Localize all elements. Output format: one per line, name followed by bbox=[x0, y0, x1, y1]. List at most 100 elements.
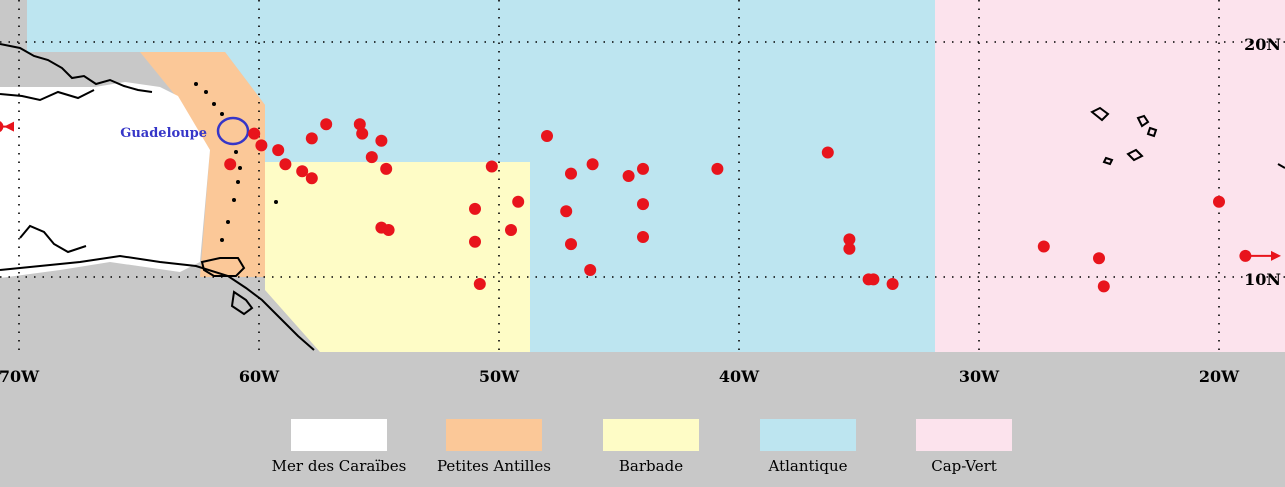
genesis-point-34 bbox=[473, 278, 486, 291]
genesis-point-29 bbox=[469, 235, 481, 248]
genesis-point-31 bbox=[565, 238, 577, 251]
genesis-point-22 bbox=[637, 162, 649, 175]
coastline-trinidad bbox=[200, 257, 246, 277]
lon-label-70w: 70W bbox=[0, 367, 40, 386]
coastline-greater-antilles bbox=[0, 43, 153, 93]
legend-swatch-barbade bbox=[603, 419, 699, 451]
island-10 bbox=[220, 238, 224, 242]
guadeloupe-circle bbox=[216, 116, 250, 146]
coastlines bbox=[0, 43, 315, 351]
cv-island-4 bbox=[1102, 156, 1114, 166]
genesis-point-30 bbox=[505, 224, 517, 236]
coastline-venezuela-gulf bbox=[19, 224, 87, 254]
legend-label-petites-antilles: Petites Antilles bbox=[437, 457, 551, 475]
legend-swatch-petites-antilles bbox=[446, 419, 542, 451]
genesis-point-5 bbox=[296, 165, 309, 178]
genesis-point-9 bbox=[353, 118, 366, 131]
genesis-point-26 bbox=[512, 195, 525, 208]
genesis-points bbox=[224, 118, 1225, 293]
genesis-point-36 bbox=[843, 242, 856, 255]
genesis-point-2 bbox=[255, 139, 268, 152]
genesis-point-35 bbox=[843, 233, 856, 246]
genesis-point-39 bbox=[886, 278, 899, 291]
genesis-point-16 bbox=[224, 158, 237, 171]
cv-island-5 bbox=[1126, 148, 1144, 162]
coastline-south-america bbox=[0, 254, 315, 351]
coastline-guyane bbox=[230, 290, 254, 316]
lon-label-30w: 30W bbox=[959, 367, 1000, 386]
offmap-points bbox=[0, 121, 1281, 262]
genesis-point-43 bbox=[1213, 195, 1225, 208]
island-2 bbox=[204, 90, 208, 94]
lon-label-20w: 20W bbox=[1199, 367, 1240, 386]
lat-label-10n: 10N bbox=[1244, 270, 1281, 289]
guadeloupe-highlight: Guadeloupe bbox=[120, 116, 250, 146]
genesis-point-1 bbox=[248, 127, 261, 140]
genesis-point-11 bbox=[375, 134, 388, 147]
lon-label-50w: 50W bbox=[479, 367, 520, 386]
genesis-point-19 bbox=[565, 167, 577, 180]
island-4 bbox=[220, 112, 224, 116]
legend-item-caraibes: Mer des Caraïbes bbox=[269, 419, 409, 475]
genesis-point-38 bbox=[867, 273, 880, 286]
legend-item-barbade: Barbade bbox=[581, 419, 721, 475]
region-atlantique bbox=[27, 0, 935, 352]
island-8 bbox=[232, 198, 236, 202]
lat-label-20n: 20N bbox=[1244, 35, 1281, 54]
genesis-point-32 bbox=[637, 231, 649, 244]
region-cap-vert bbox=[935, 0, 1285, 352]
genesis-point-10 bbox=[356, 127, 369, 140]
genesis-point-20 bbox=[586, 158, 599, 171]
genesis-point-25 bbox=[469, 202, 481, 215]
genesis-point-6 bbox=[305, 172, 318, 185]
genesis-point-15 bbox=[382, 224, 395, 236]
lesser-antilles-islands bbox=[194, 82, 278, 242]
region-petites-antilles bbox=[140, 52, 265, 277]
genesis-point-18 bbox=[541, 130, 553, 142]
genesis-point-17 bbox=[485, 160, 498, 173]
legend-swatch-cap-vert bbox=[916, 419, 1012, 451]
island-9 bbox=[226, 220, 230, 224]
cv-island-2 bbox=[1136, 114, 1150, 128]
guadeloupe-label: Guadeloupe bbox=[120, 126, 207, 141]
cv-island-3 bbox=[1146, 126, 1158, 138]
genesis-point-12 bbox=[365, 151, 378, 164]
latitude-labels: 20N 10N bbox=[1244, 35, 1281, 289]
legend-label-caraibes: Mer des Caraïbes bbox=[271, 457, 407, 475]
island-7 bbox=[236, 180, 240, 184]
legend-item-petites-antilles: Petites Antilles bbox=[424, 419, 564, 475]
lon-label-40w: 40W bbox=[719, 367, 760, 386]
genesis-point-42 bbox=[1097, 280, 1110, 293]
legend-label-barbade: Barbade bbox=[618, 457, 684, 475]
region-barbade bbox=[265, 162, 530, 352]
genesis-point-7 bbox=[305, 132, 318, 145]
legend-item-atlantique: Atlantique bbox=[738, 419, 878, 475]
lon-label-60w: 60W bbox=[239, 367, 280, 386]
region-caraibes bbox=[0, 82, 210, 278]
genesis-point-23 bbox=[711, 162, 724, 175]
legend-item-cap-vert: Cap-Vert bbox=[894, 419, 1034, 475]
legend-swatch-atlantique bbox=[760, 419, 856, 451]
island-1 bbox=[194, 82, 198, 86]
island-5 bbox=[234, 150, 238, 154]
offmap-arrowhead-2 bbox=[1271, 250, 1281, 261]
legend-label-cap-vert: Cap-Vert bbox=[931, 457, 997, 475]
genesis-point-40 bbox=[1037, 240, 1050, 253]
genesis-point-28 bbox=[637, 198, 649, 211]
legend-label-atlantique: Atlantique bbox=[768, 457, 848, 475]
offmap-arrowhead-1 bbox=[4, 121, 14, 132]
coastline-hispaniola bbox=[0, 89, 95, 102]
island-11 bbox=[274, 200, 278, 204]
longitude-labels: 70W 60W 50W 40W 30W 20W bbox=[0, 367, 1240, 386]
genesis-point-24 bbox=[821, 146, 834, 159]
genesis-point-4 bbox=[279, 158, 292, 171]
genesis-point-13 bbox=[380, 162, 393, 175]
genesis-point-21 bbox=[622, 169, 635, 182]
legend-swatch-caraibes bbox=[291, 419, 387, 451]
cv-island-6 bbox=[1277, 163, 1285, 169]
genesis-point-27 bbox=[560, 205, 573, 218]
cv-island-1 bbox=[1090, 106, 1110, 122]
genesis-point-3 bbox=[272, 144, 285, 157]
